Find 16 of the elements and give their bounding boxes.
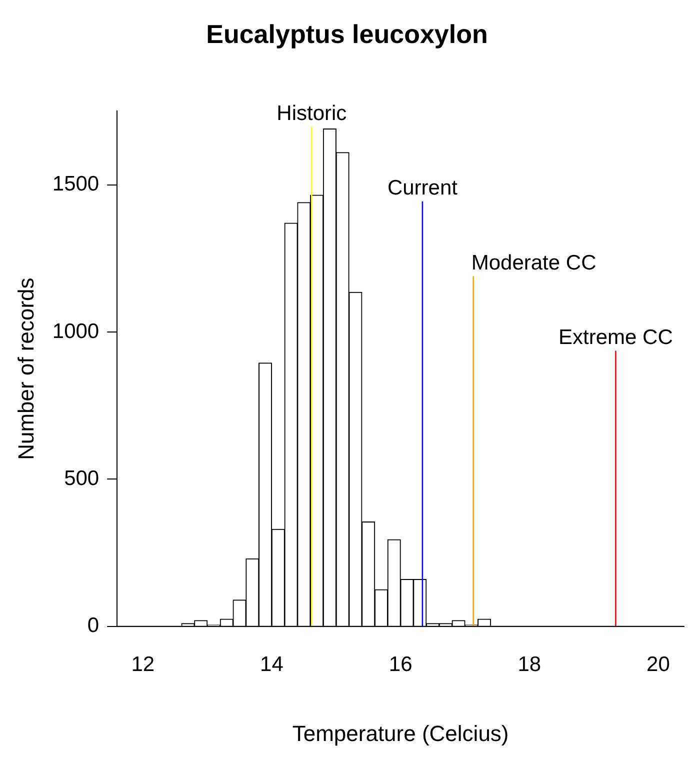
y-tick-label: 1500 [52, 172, 100, 196]
x-tick-label: 18 [518, 652, 542, 676]
x-tick-label: 20 [646, 652, 670, 676]
x-tick-label: 16 [388, 652, 412, 676]
y-tick-label: 1000 [52, 320, 100, 343]
y-tick-label: 500 [64, 466, 100, 490]
x-tick-label: 12 [131, 652, 155, 676]
y-tick-label: 0 [87, 614, 100, 638]
ref-line-label: Moderate CC [471, 251, 596, 274]
chart-title: Eucalyptus leucoxylon [206, 18, 488, 49]
ref-line-label: Historic [276, 102, 347, 125]
x-axis-title: Temperature (Celcius) [292, 720, 509, 746]
x-tick-label: 14 [260, 652, 284, 676]
ref-line-label: Current [387, 176, 458, 200]
y-axis-title: Number of records [13, 278, 38, 460]
ref-line-label: Extreme CC [558, 326, 673, 350]
